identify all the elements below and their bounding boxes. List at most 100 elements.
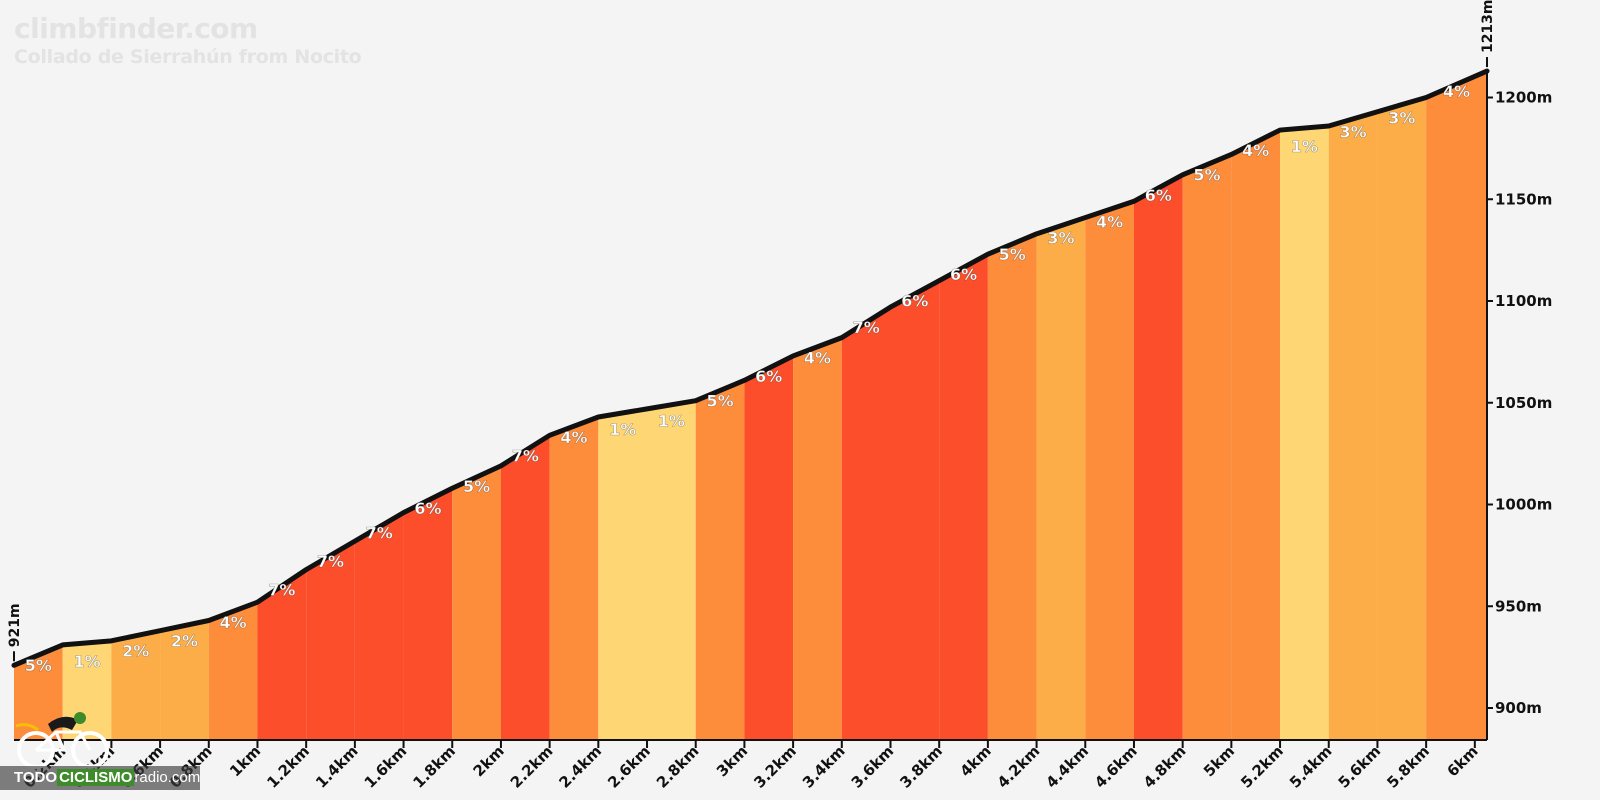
profile-segment: [695, 380, 745, 740]
x-tick-label: 5.8km: [1383, 742, 1433, 792]
grade-label: 7%: [268, 581, 295, 600]
grade-label: 5%: [25, 656, 52, 675]
x-tick-label: 2.8km: [653, 742, 703, 792]
grade-label: 6%: [414, 499, 441, 518]
profile-segment: [14, 644, 63, 740]
site-title: climbfinder.com: [14, 12, 258, 45]
y-tick-label: 950m: [1495, 597, 1542, 615]
watermark-bar: TODO CICLISMO radio.com: [0, 766, 200, 790]
profile-segment: [1328, 111, 1378, 741]
profile-segment: [403, 488, 453, 740]
grade-label: 3%: [1340, 123, 1367, 142]
profile-segment: [1426, 71, 1487, 741]
grade-label: 5%: [1193, 165, 1220, 184]
profile-segment: [890, 280, 940, 740]
y-tick-label: 900m: [1495, 699, 1542, 717]
x-tick-label: 1km: [226, 742, 264, 780]
profile-segment: [647, 400, 696, 740]
grade-label: 7%: [853, 318, 880, 337]
y-tick-label: 1100m: [1495, 292, 1552, 310]
grade-label: 6%: [1145, 186, 1172, 205]
x-tick-label: 5.4km: [1286, 742, 1336, 792]
x-tick-label: 4.2km: [994, 742, 1044, 792]
profile-segment: [841, 307, 891, 740]
grade-label: 7%: [366, 524, 393, 543]
grade-label: 2%: [122, 642, 149, 661]
profile-segment: [598, 408, 648, 740]
x-tick-label: 3km: [713, 742, 751, 780]
profile-segment: [306, 541, 355, 740]
grade-label: 4%: [1096, 212, 1123, 231]
x-tick-label: 3.4km: [799, 742, 849, 792]
profile-segment: [793, 337, 842, 740]
profile-segment: [1280, 125, 1329, 741]
y-tick-label: 1000m: [1495, 496, 1552, 514]
x-tick-label: 4.8km: [1140, 742, 1190, 792]
x-tick-label: 5.6km: [1335, 742, 1385, 792]
x-tick-label: 3.8km: [896, 742, 946, 792]
profile-segment: [1036, 217, 1086, 740]
grade-label: 6%: [755, 367, 782, 386]
profile-segment: [354, 512, 404, 740]
y-tick-label: 1050m: [1495, 394, 1552, 412]
x-tick-label: 3.6km: [848, 742, 898, 792]
grade-label: 6%: [950, 265, 977, 284]
grade-label: 4%: [220, 613, 247, 632]
profile-segment: [549, 416, 599, 740]
profile-segment: [1231, 130, 1281, 740]
grade-label: 1%: [658, 412, 685, 431]
x-tick-label: 2km: [470, 742, 508, 780]
x-tick-label: 4km: [956, 742, 994, 780]
profile-segment: [208, 602, 258, 740]
x-tick-label: 2.2km: [507, 742, 557, 792]
grade-label: 1%: [73, 652, 100, 671]
y-tick-label: 1150m: [1495, 190, 1552, 208]
profile-segment: [1377, 97, 1427, 740]
profile-segment: [744, 355, 794, 740]
grade-label: 5%: [999, 245, 1026, 264]
grade-label: 3%: [1388, 109, 1415, 128]
profile-segment: [257, 569, 307, 740]
profile-segment: [939, 254, 988, 740]
grade-label: 4%: [804, 349, 831, 368]
profile-segment: [1085, 201, 1134, 740]
grade-label: 4%: [1443, 82, 1470, 101]
profile-segment: [987, 233, 1037, 740]
grade-label: 5%: [706, 391, 733, 410]
grade-label: 4%: [560, 428, 587, 447]
x-tick-label: 5km: [1200, 742, 1238, 780]
y-tick-label: 1200m: [1495, 89, 1552, 107]
cyclist-logo-icon: [15, 712, 109, 769]
start-elevation-label: 921m: [7, 603, 23, 647]
grade-label: 1%: [609, 420, 636, 439]
end-elevation-label: 1213m: [1480, 0, 1496, 53]
profile-segment: [1133, 174, 1183, 740]
profile-segment: [111, 630, 161, 740]
grade-label: 2%: [171, 631, 198, 650]
profile-line: [11, 68, 1490, 668]
x-tick-label: 2.6km: [604, 742, 654, 792]
profile-segment: [452, 465, 501, 740]
grade-label: 6%: [901, 292, 928, 311]
x-tick-label: 4.6km: [1091, 742, 1141, 792]
climb-title: Collado de Sierrahún from Nocito: [14, 46, 362, 68]
x-tick-label: 1.8km: [409, 742, 459, 792]
x-tick-label: 5.2km: [1237, 742, 1287, 792]
grade-label: 4%: [1242, 141, 1269, 160]
profile-segment: [1182, 154, 1232, 741]
profile-segment: [160, 620, 209, 740]
x-tick-label: 4.4km: [1042, 742, 1092, 792]
x-tick-label: 2.4km: [556, 742, 606, 792]
watermark-text: TODO CICLISMO radio.com: [14, 769, 201, 786]
x-tick-label: 6km: [1443, 742, 1481, 780]
x-tick-label: 1.6km: [361, 742, 411, 792]
grade-label: 5%: [463, 477, 490, 496]
grade-label: 1%: [1291, 137, 1318, 156]
x-tick-label: 1.2km: [263, 742, 313, 792]
x-tick-label: 1.4km: [312, 742, 362, 792]
profile-segment: [500, 435, 550, 740]
grade-label: 7%: [317, 552, 344, 571]
x-tick-label: 3.2km: [750, 742, 800, 792]
grade-label: 3%: [1047, 229, 1074, 248]
